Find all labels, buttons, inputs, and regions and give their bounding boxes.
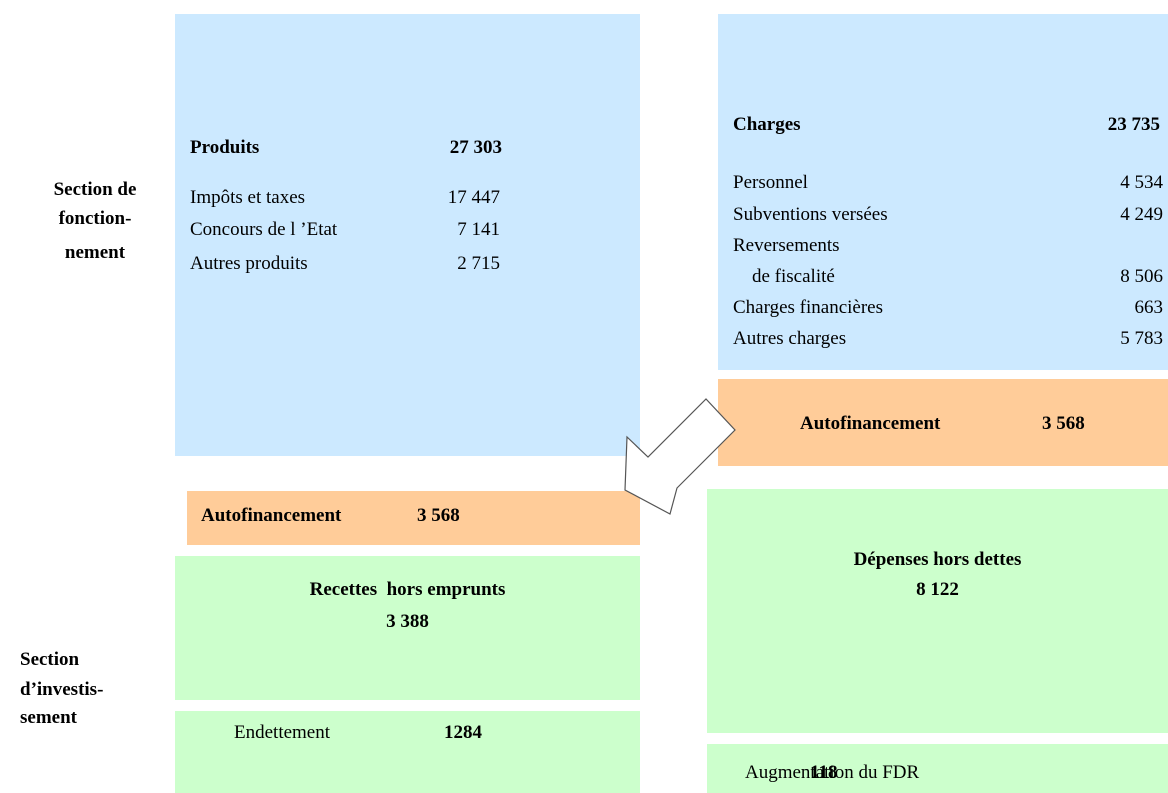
section-label: fonction- (58, 208, 132, 229)
autofinancement-value: 3 568 (1042, 413, 1085, 434)
item-label: Autres charges (733, 328, 847, 349)
arrow (624, 398, 736, 515)
depenses-label: Dépenses hors dettes (853, 549, 1022, 570)
autofinancement-left-box (187, 491, 640, 545)
item-label: Charges financières (733, 297, 884, 318)
endettement-label: Endettement (234, 722, 331, 743)
item-label: Personnel (733, 172, 808, 193)
recettes-label: Recettes hors emprunts (309, 579, 506, 600)
section-label: Section (20, 649, 80, 670)
item-value: 5 783 (1120, 328, 1163, 349)
item-label: Impôts et taxes (190, 187, 306, 208)
item-value: 7 141 (457, 219, 500, 240)
recettes-box (175, 556, 640, 700)
section-label: nement (64, 242, 126, 263)
recettes-value: 3 388 (386, 611, 429, 632)
produits-box (175, 14, 640, 456)
autofinancement-right-box (718, 379, 1168, 466)
item-value: 4 249 (1120, 204, 1163, 225)
endettement-box (175, 711, 640, 793)
item-value: 8 506 (1120, 266, 1163, 287)
section-label: sement (20, 707, 77, 728)
item-label: Subventions versées (733, 204, 888, 225)
fdr-value: 118 (810, 762, 838, 783)
produits-title: Produits (190, 137, 260, 158)
item-value: 17 447 (447, 187, 500, 208)
endettement-value: 1284 (444, 722, 482, 743)
produits-total: 27 303 (449, 137, 502, 158)
item-value: 663 (1134, 297, 1164, 318)
charges-title: Charges (733, 114, 801, 135)
fdr-box (707, 744, 1168, 793)
item-value: 4 534 (1120, 172, 1163, 193)
autofinancement-label: Autofinancement (201, 505, 342, 526)
item-value: 2 715 (457, 253, 500, 274)
section-label: Section de (53, 179, 137, 200)
item-label: Autres produits (190, 253, 308, 274)
fdr-label: Augmentation du FDR (745, 762, 920, 783)
charges-total: 23 735 (1107, 114, 1160, 135)
section-label: d’investis- (20, 679, 104, 700)
autofinancement-value: 3 568 (417, 505, 460, 526)
charges-box (718, 14, 1168, 370)
depenses-value: 8 122 (916, 579, 959, 600)
item-label: de fiscalité (752, 266, 835, 287)
item-label: Concours de l ’Etat (190, 219, 338, 240)
autofinancement-label: Autofinancement (800, 413, 941, 434)
item-label: Reversements (733, 235, 840, 256)
depenses-box (707, 489, 1168, 733)
